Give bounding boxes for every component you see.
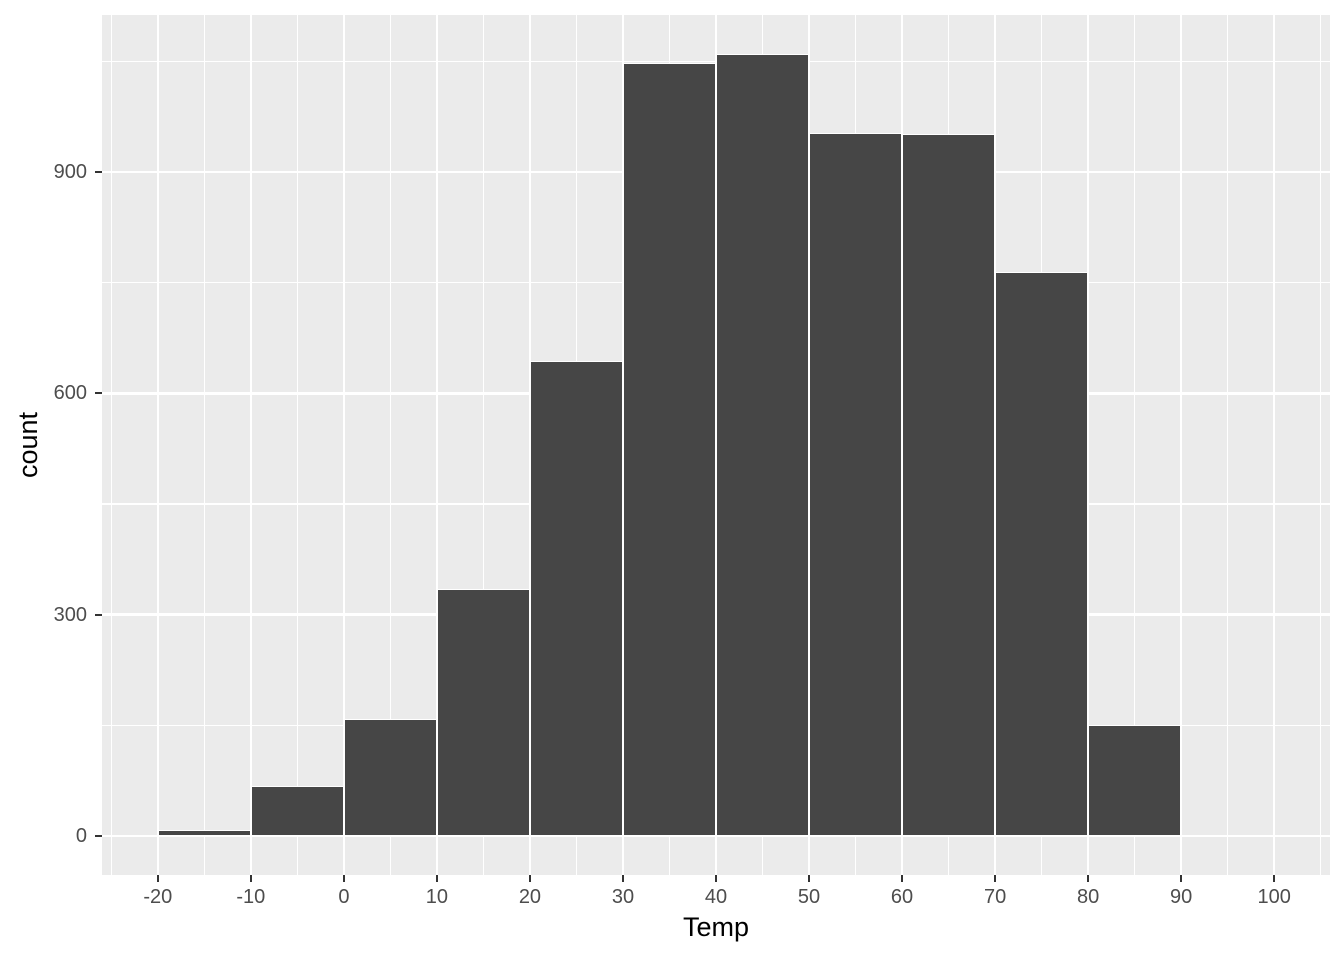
y-axis-tick [95,834,102,837]
histogram-bar [809,133,903,836]
y-axis-tick [95,171,102,174]
histogram-bar [157,830,251,836]
x-major-gridline [1272,15,1276,875]
x-major-gridline [528,15,532,875]
x-axis-tick [435,875,438,882]
x-tick-label: -10 [236,886,266,908]
y-axis-title: count [13,411,43,479]
y-tick-label: 300 [53,603,87,626]
x-tick-label: 40 [704,886,728,908]
x-minor-gridline [1227,15,1229,875]
x-axis-title: Temp [682,912,750,942]
histogram-bar [343,719,437,836]
x-tick-label: 70 [983,886,1007,908]
x-minor-gridline [110,15,112,875]
x-major-gridline [621,15,625,875]
histogram-bar [716,54,810,836]
x-tick-label: 60 [890,886,914,908]
x-axis-tick [1180,875,1183,882]
x-axis-tick [249,875,252,882]
y-axis-tick [95,392,102,395]
x-axis-tick [528,875,532,882]
x-minor-gridline [203,15,205,875]
x-tick-label: 100 [1257,886,1291,908]
x-axis-tick [156,875,159,882]
histogram-bar [250,786,344,836]
x-minor-gridline [1320,15,1322,875]
plot-panel [102,15,1330,875]
x-minor-gridline [482,15,484,875]
x-axis-tick [900,875,904,882]
x-tick-label: 20 [518,886,542,908]
histogram-bar [902,134,996,836]
x-major-gridline [1086,15,1090,875]
x-axis-tick [621,875,625,882]
x-major-gridline [249,15,253,875]
x-tick-label: 80 [1076,886,1100,908]
x-major-gridline [714,15,718,875]
x-axis-tick [1273,875,1276,882]
x-minor-gridline [1134,15,1136,875]
x-axis-tick [714,875,718,882]
x-tick-label: 30 [611,886,635,908]
y-tick-label: 0 [75,824,87,847]
x-minor-gridline [296,15,298,875]
x-tick-label: 50 [797,886,821,908]
x-major-gridline [1179,15,1183,875]
histogram-bar [622,62,716,836]
y-tick-label: 600 [53,382,87,405]
y-axis-tick [95,613,102,616]
x-axis-tick [1087,875,1090,882]
y-tick-label: 900 [53,161,87,184]
x-major-gridline [435,15,439,875]
x-major-gridline [342,15,346,875]
x-tick-label: 0 [338,886,350,908]
y-major-gridline [102,834,1330,838]
histogram-bar [995,271,1089,836]
x-tick-label: 10 [425,886,449,908]
x-major-gridline [156,15,159,875]
x-tick-label: 90 [1170,886,1193,908]
x-axis-tick [993,875,997,882]
histogram-bar [1088,725,1182,836]
histogram-bar [529,360,623,836]
x-tick-label: -20 [143,886,173,908]
x-axis-tick [807,875,811,882]
x-minor-gridline [389,15,391,875]
histogram-bar [436,588,530,836]
x-axis-tick [342,875,345,882]
